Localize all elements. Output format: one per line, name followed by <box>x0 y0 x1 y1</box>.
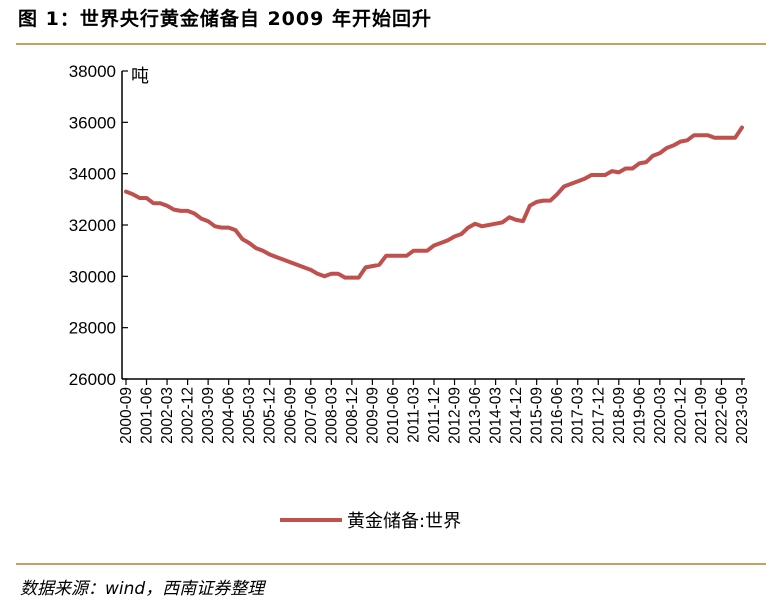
x-tick-label: 2012-09 <box>447 387 464 444</box>
x-tick-label: 2014-03 <box>488 387 505 444</box>
x-tick-label: 2004-06 <box>221 387 238 444</box>
x-tick-label: 2002-12 <box>180 387 197 444</box>
x-tick-label: 2000-09 <box>118 387 135 444</box>
x-tick-label: 2007-06 <box>303 387 320 444</box>
x-tick-label: 2016-06 <box>549 387 566 444</box>
chart-title: 图 1：世界央行黄金储备自 2009 年开始回升 <box>18 8 432 30</box>
x-tick-label: 2021-09 <box>693 387 710 444</box>
y-tick-label: 26000 <box>69 370 116 389</box>
x-tick-label: 2013-06 <box>467 387 484 444</box>
x-tick-label: 2014-12 <box>508 387 525 444</box>
bottom-divider <box>16 563 766 565</box>
x-tick-label: 2005-12 <box>262 387 279 444</box>
x-tick-label: 2017-12 <box>590 387 607 444</box>
y-unit-label: 吨 <box>131 66 149 87</box>
x-tick-label: 2001-06 <box>139 387 156 444</box>
y-tick-label: 38000 <box>69 62 116 81</box>
legend-label: 黄金储备:世界 <box>347 511 461 532</box>
x-tick-label: 2011-12 <box>426 387 443 443</box>
x-tick-label: 2006-09 <box>282 387 299 444</box>
x-tick-label: 2008-03 <box>323 387 340 444</box>
x-axis: 2000-09 2001-06 2002-03 2002-12 2003-09 2004-… <box>118 378 751 444</box>
y-tick-label: 34000 <box>69 165 116 184</box>
y-tick-label: 32000 <box>69 216 116 235</box>
x-tick-label: 2023-03 <box>734 387 751 444</box>
x-tick-label: 2008-12 <box>344 387 361 444</box>
x-tick-label: 2018-09 <box>611 387 628 444</box>
series-line-world-gold-reserves <box>124 125 744 280</box>
x-tick-label: 2019-06 <box>631 387 648 444</box>
x-tick-label: 2015-09 <box>529 387 546 444</box>
y-tick-label: 28000 <box>69 319 116 338</box>
x-tick-label: 2017-03 <box>570 387 587 444</box>
legend: 黄金储备:世界 <box>280 511 461 532</box>
x-tick-label: 2020-03 <box>652 387 669 444</box>
x-tick-label: 2022-06 <box>713 387 730 444</box>
x-tick-label: 2003-09 <box>200 387 217 444</box>
x-tick-label: 2011-03 <box>405 387 422 443</box>
x-tick-label: 2002-03 <box>159 387 176 444</box>
x-tick-label: 2009-09 <box>364 387 381 444</box>
y-axis: 26000 28000 30000 32000 34000 36000 38000 <box>69 62 128 389</box>
series-layer <box>124 125 744 280</box>
y-tick-label: 30000 <box>69 267 116 286</box>
data-source-note: 数据来源：wind，西南证券整理 <box>20 579 265 599</box>
x-tick-label: 2005-03 <box>241 387 258 444</box>
top-divider <box>16 43 766 45</box>
y-tick-label: 36000 <box>69 113 116 132</box>
x-tick-label: 2010-06 <box>385 387 402 444</box>
x-tick-label: 2020-12 <box>672 387 689 444</box>
